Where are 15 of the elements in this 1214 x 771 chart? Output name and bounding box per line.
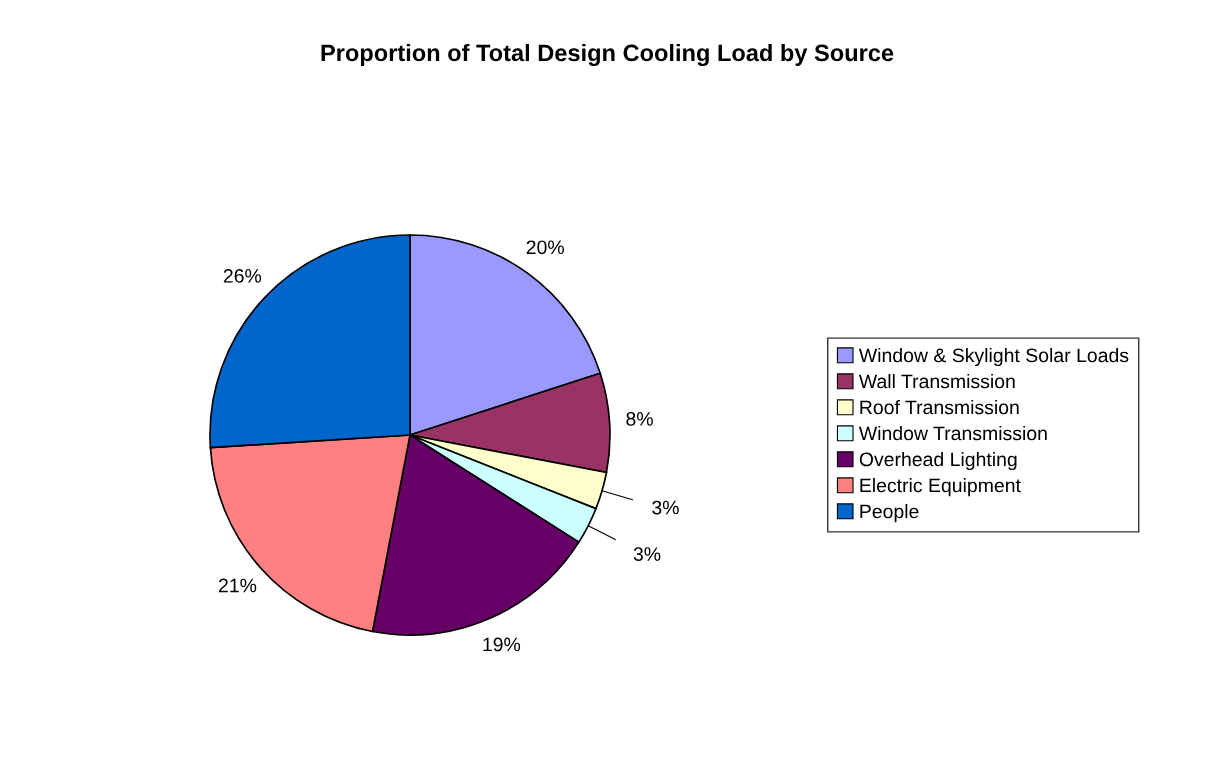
legend-label: Electric Equipment — [860, 478, 1021, 497]
data-label: 8% — [626, 412, 653, 426]
chart-title: Proportion of Total Design Cooling Load by Source — [321, 43, 894, 67]
data-label: 19% — [483, 637, 521, 652]
data-label: 20% — [526, 240, 564, 255]
legend-label: Overhead Lighting — [859, 452, 1017, 471]
legend-label: Window Transmission — [858, 425, 1047, 441]
data-label: 26% — [223, 269, 262, 283]
legend-label: Window & Skylight Solar Loads — [858, 347, 1129, 367]
legend-label: Wall Transmission — [858, 373, 1015, 389]
legend-label: Roof Transmission — [860, 399, 1019, 415]
data-label: 3% — [633, 547, 661, 561]
data-label: 21% — [218, 578, 257, 593]
legend-label: People — [860, 504, 919, 523]
data-label: 3% — [652, 500, 679, 515]
